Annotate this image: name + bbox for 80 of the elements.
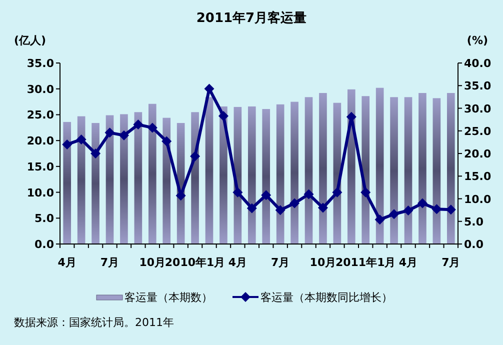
x-tick-label: 4月 xyxy=(398,256,418,269)
point xyxy=(374,214,385,225)
y2-axis-title: (%) xyxy=(466,34,488,47)
point xyxy=(232,187,243,198)
point xyxy=(318,202,328,213)
point xyxy=(304,189,314,200)
bar xyxy=(63,122,72,244)
bar xyxy=(262,109,270,244)
point xyxy=(417,198,428,208)
x-tick-label: 2010年1月 xyxy=(164,256,226,269)
x-tick-label: 10月 xyxy=(310,256,336,269)
x-tick-label: 7月 xyxy=(100,256,120,269)
point xyxy=(389,209,400,220)
y2-tick-label: 35.0 xyxy=(464,80,492,93)
point xyxy=(76,134,86,144)
y-tick-label: 0.0 xyxy=(34,238,54,251)
legend-label: 客运量（本期数） xyxy=(124,291,212,304)
bar xyxy=(304,97,313,244)
legend-label: 客运量（本期数同比增长） xyxy=(260,291,392,304)
point xyxy=(290,198,300,208)
y-tick-label: 35.0 xyxy=(26,57,54,70)
chart-title: 2011年7月客运量 xyxy=(196,10,307,26)
point xyxy=(432,204,442,214)
y2-tick-label: 15.0 xyxy=(464,170,492,184)
y-axis-title: (亿人) xyxy=(14,34,46,47)
point xyxy=(118,130,129,140)
point xyxy=(246,203,257,214)
point xyxy=(147,122,158,133)
y2-tick-label: 40.0 xyxy=(464,57,492,70)
bar xyxy=(376,88,384,244)
x-tick-label: 2011年1月 xyxy=(335,256,396,269)
bar xyxy=(106,115,114,244)
point xyxy=(90,148,101,158)
bar xyxy=(205,97,214,244)
point xyxy=(62,139,72,150)
bar xyxy=(120,114,128,244)
point xyxy=(261,190,272,200)
y-tick-label: 25.0 xyxy=(26,108,54,122)
bar xyxy=(362,96,370,244)
x-tick-label: 10月 xyxy=(139,256,166,269)
point xyxy=(104,128,115,138)
bar xyxy=(404,97,412,244)
y-tick-label: 20.0 xyxy=(26,134,54,148)
point xyxy=(218,110,228,121)
bar xyxy=(319,92,327,244)
bar xyxy=(432,98,441,244)
point xyxy=(446,204,456,215)
y2-tick-label: 5.0 xyxy=(464,215,484,228)
point xyxy=(332,187,342,198)
bar xyxy=(446,92,455,244)
x-tick-label: 7月 xyxy=(270,256,290,269)
x-tick-label: 4月 xyxy=(228,256,248,269)
point xyxy=(133,120,144,130)
bar xyxy=(92,122,100,244)
y-tick-label: 15.0 xyxy=(26,160,54,174)
point xyxy=(403,206,414,216)
y2-tick-label: 10.0 xyxy=(464,192,492,206)
y-tick-label: 30.0 xyxy=(26,82,54,96)
bar xyxy=(248,106,256,244)
y-tick-label: 5.0 xyxy=(34,212,54,226)
y2-tick-label: 20.0 xyxy=(464,148,492,160)
y-tick-label: 10.0 xyxy=(26,186,54,200)
x-tick-label: 4月 xyxy=(58,256,76,269)
y2-tick-label: 30.0 xyxy=(464,102,492,116)
point xyxy=(190,151,200,162)
bar xyxy=(418,92,426,244)
source-note: 数据来源：国家统计局。2011年 xyxy=(14,316,174,329)
bar xyxy=(77,116,86,244)
bar xyxy=(390,97,398,244)
bar xyxy=(162,118,171,244)
point xyxy=(275,205,286,216)
x-tick-label: 7月 xyxy=(442,256,460,269)
point xyxy=(360,187,371,198)
y2-tick-label: 25.0 xyxy=(464,124,492,138)
bar xyxy=(134,112,142,244)
point xyxy=(162,136,172,146)
bar xyxy=(276,104,284,244)
y2-tick-label: 0.0 xyxy=(464,238,484,251)
bar xyxy=(290,102,298,244)
bar xyxy=(148,104,156,244)
